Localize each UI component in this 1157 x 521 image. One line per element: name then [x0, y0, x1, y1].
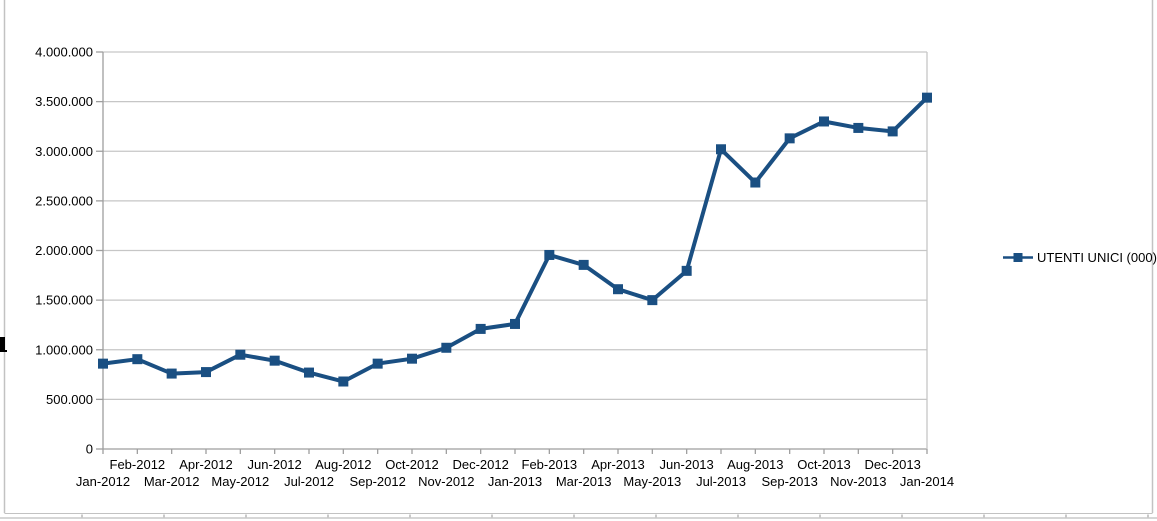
x-axis-tick-label: Apr-2012 [179, 457, 232, 472]
x-axis-tick-label: Jul-2012 [284, 474, 334, 489]
x-axis-tick-label: May-2013 [623, 474, 681, 489]
x-axis-tick-label: Nov-2012 [418, 474, 474, 489]
x-axis-tick-label: Jul-2013 [696, 474, 746, 489]
x-axis-tick-label: Dec-2012 [452, 457, 508, 472]
x-axis-tick-label: Feb-2012 [110, 457, 166, 472]
data-point-marker [750, 177, 761, 188]
y-axis-tick-label: 2.000.000 [35, 243, 93, 258]
data-point-marker [338, 376, 349, 387]
data-point-marker [922, 92, 932, 103]
legend-label: UTENTI UNICI (000) [1037, 250, 1157, 265]
data-point-marker [166, 368, 177, 379]
x-axis-tick-label: Sep-2012 [349, 474, 405, 489]
legend-line-marker-icon [1003, 253, 1033, 262]
data-point-marker [613, 284, 623, 295]
data-point-marker [647, 295, 658, 306]
x-axis-tick-label: Feb-2013 [522, 457, 578, 472]
y-axis-tick-label: 500.000 [46, 392, 93, 407]
y-axis-tick-label: 1.000.000 [35, 342, 93, 357]
legend[interactable]: UTENTI UNICI (000) [1003, 249, 1157, 266]
x-axis-tick-label: Sep-2013 [761, 474, 817, 489]
x-axis-tick-label: Apr-2013 [591, 457, 644, 472]
x-axis-tick-label: Aug-2013 [727, 457, 783, 472]
data-point-marker [235, 349, 246, 360]
data-point-marker [475, 323, 486, 334]
data-point-marker [853, 122, 864, 133]
x-axis-tick-label: Oct-2012 [385, 457, 438, 472]
x-axis-tick-label: May-2012 [211, 474, 269, 489]
x-axis-tick-label: Mar-2012 [144, 474, 200, 489]
x-axis-tick-label: Jun-2013 [660, 457, 714, 472]
left-edge-artifact [0, 337, 5, 350]
data-point-marker [98, 358, 108, 369]
series-line [101, 95, 929, 384]
x-axis-tick-label: Jun-2012 [248, 457, 302, 472]
data-point-marker [201, 367, 211, 378]
data-point-marker [407, 353, 417, 364]
y-axis-tick-label: 3.000.000 [35, 144, 93, 159]
data-point-marker [819, 116, 829, 127]
y-axis-tick-label: 3.500.000 [35, 94, 93, 109]
x-axis-tick-label: Aug-2012 [315, 457, 371, 472]
x-axis-tick-label: Jan-2014 [900, 474, 954, 489]
data-point-marker [269, 355, 280, 366]
x-axis-tick-label: Mar-2013 [556, 474, 612, 489]
data-point-marker [372, 358, 383, 369]
data-point-marker [441, 342, 452, 353]
data-point-marker [544, 249, 555, 260]
data-point-marker [887, 126, 898, 137]
data-point-marker [304, 367, 314, 378]
data-point-marker [578, 259, 589, 270]
data-point-marker [681, 265, 692, 276]
x-axis-tick-label: Jan-2013 [488, 474, 542, 489]
data-point-marker [132, 354, 143, 365]
y-axis-tick-label: 0 [86, 442, 93, 457]
x-axis-tick-label: Oct-2013 [797, 457, 850, 472]
y-axis-tick-label: 2.500.000 [35, 193, 93, 208]
x-axis-tick-label: Jan-2012 [76, 474, 130, 489]
data-point-marker [510, 318, 520, 329]
x-axis-tick-label: Nov-2013 [830, 474, 886, 489]
x-axis-tick-label: Dec-2013 [864, 457, 920, 472]
data-point-marker [716, 144, 726, 155]
y-axis-tick-label: 4.000.000 [35, 45, 93, 60]
data-point-marker [784, 133, 795, 144]
y-axis-tick-label: 1.500.000 [35, 293, 93, 308]
left-edge-artifact [0, 350, 7, 352]
